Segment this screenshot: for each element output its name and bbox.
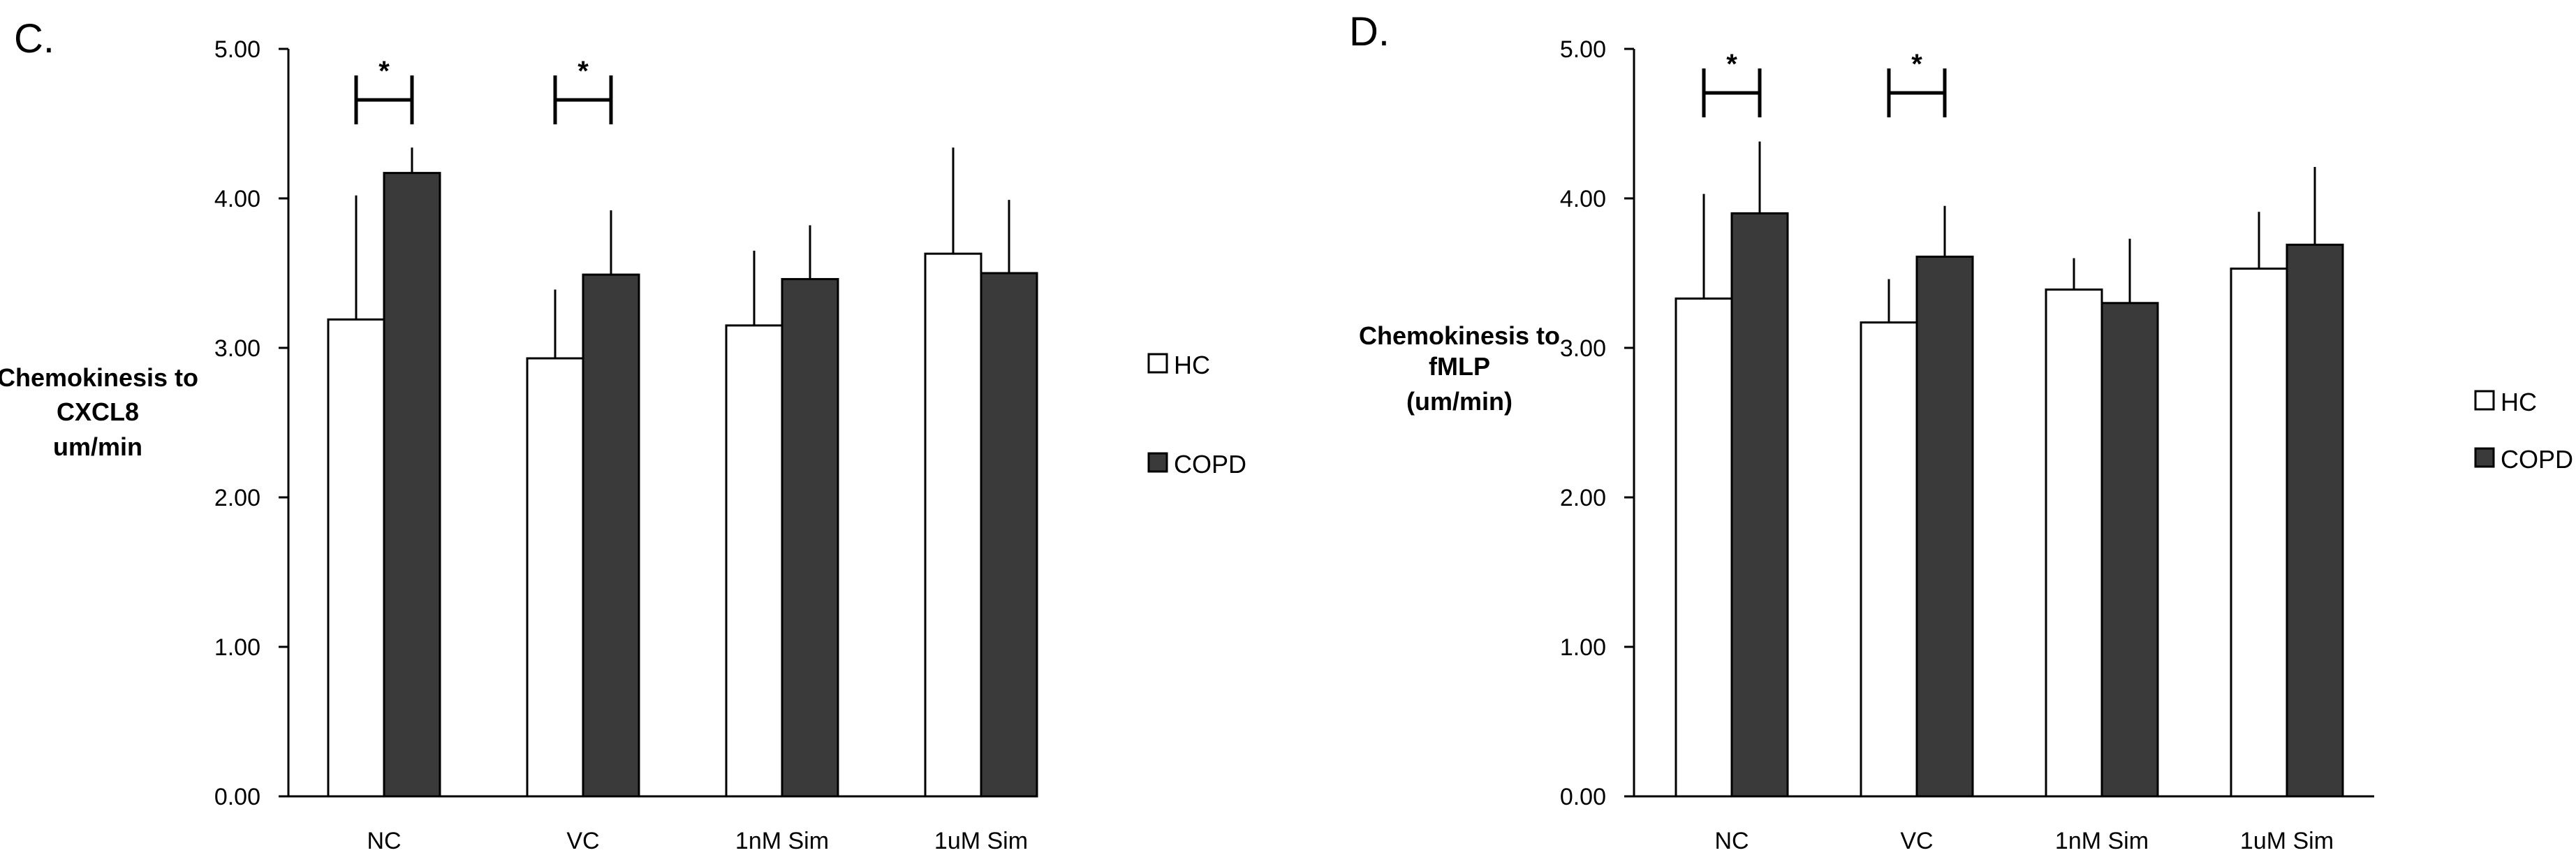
legend-label: HC [2501, 388, 2537, 416]
bar-copd [383, 172, 441, 798]
bar-copd [2286, 243, 2344, 798]
legend-swatch-copd [2474, 447, 2495, 468]
bar-copd [1730, 212, 1789, 798]
y-tick-label: 0.00 [214, 784, 260, 810]
bar-hc [924, 252, 982, 798]
x-tick-label: 1uM Sim [2240, 828, 2334, 854]
x-tick-label: VC [1900, 828, 1933, 854]
chart-panel-1: C. Chemokinesis to CXCL8 um/min 0.00 1.00 2.00… [0, 16, 1246, 854]
x-tick-label: NC [367, 828, 401, 854]
y-tick-label: 5.00 [214, 36, 260, 63]
x-tick-label: 1nM Sim [735, 828, 829, 854]
x-tick-label: NC [1714, 828, 1749, 854]
bar-hc [1860, 321, 1918, 798]
bar-copd [781, 278, 839, 798]
x-tick-label: 1uM Sim [934, 828, 1028, 854]
y-tick-label: 3.00 [1560, 335, 1606, 362]
y-tick-label: 2.00 [214, 485, 260, 511]
legend-label: COPD [1174, 450, 1246, 479]
legend-swatch-hc [1147, 353, 1168, 374]
bar-hc [725, 324, 783, 798]
bar-copd [2100, 302, 2159, 798]
bar-copd [1915, 255, 1974, 798]
y-axis-label-line: (um/min) [1406, 387, 1513, 416]
significance-marker: * [1911, 49, 1922, 80]
y-tick-label: 1.00 [1560, 634, 1606, 661]
y-tick-label: 4.00 [214, 186, 260, 212]
bar-hc [327, 318, 385, 798]
legend-label: HC [1174, 351, 1210, 379]
bar-hc [526, 357, 584, 798]
y-axis-label-line: CXCL8 [57, 397, 139, 426]
y-axis-label-line: fMLP [1429, 352, 1490, 381]
panel-label: D. [1349, 9, 1390, 54]
y-tick-label: 2.00 [1560, 485, 1606, 511]
bar-hc [2230, 268, 2288, 798]
bar-hc [2045, 288, 2103, 798]
significance-marker: * [577, 56, 589, 87]
legend-swatch-copd [1147, 452, 1168, 473]
y-tick-label: 3.00 [214, 335, 260, 362]
significance-marker: * [378, 56, 390, 87]
x-tick-label: 1nM Sim [2055, 828, 2149, 854]
panel-label: C. [14, 16, 54, 61]
legend-swatch-hc [2474, 390, 2495, 411]
y-tick-label: 5.00 [1560, 36, 1606, 63]
y-tick-label: 0.00 [1560, 784, 1606, 810]
y-axis-label-line: Chemokinesis to [0, 363, 198, 392]
bar-hc [1675, 297, 1733, 798]
significance-marker: * [1726, 49, 1737, 80]
x-tick-label: VC [566, 828, 599, 854]
bar-copd [582, 273, 640, 798]
y-tick-label: 1.00 [214, 634, 260, 661]
y-tick-label: 4.00 [1560, 186, 1606, 212]
legend-label: COPD [2501, 445, 2573, 474]
y-axis-label-line: Chemokinesis to [1359, 321, 1560, 350]
y-axis-label-line: um/min [53, 432, 142, 461]
bar-copd [980, 272, 1038, 798]
